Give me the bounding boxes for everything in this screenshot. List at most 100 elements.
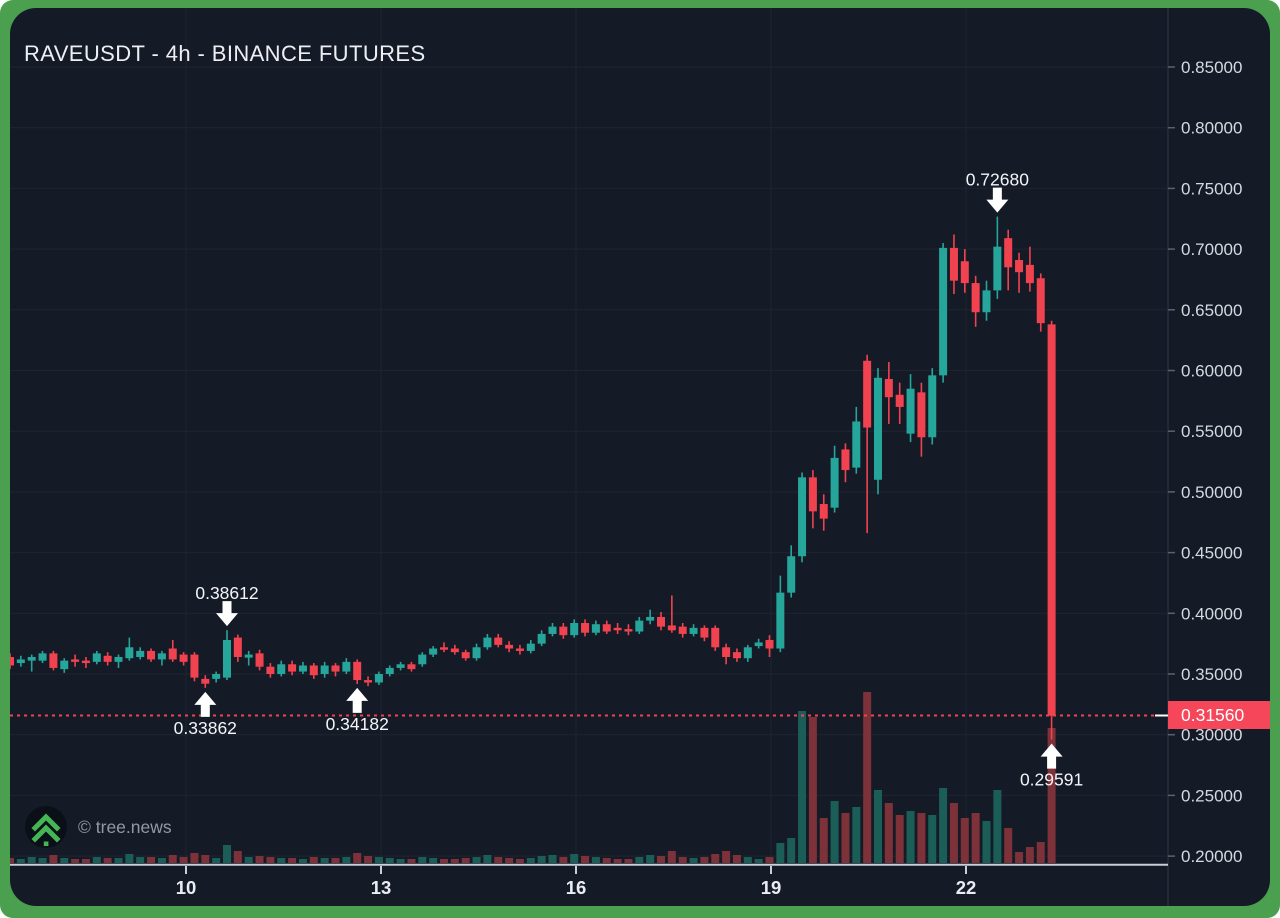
candle-body xyxy=(602,624,611,632)
volume-bar xyxy=(364,856,373,863)
volume-bar xyxy=(16,859,25,863)
volume-bar xyxy=(581,856,590,863)
volume-bar xyxy=(700,857,709,863)
time-tick-label: 22 xyxy=(956,877,977,898)
candle-body xyxy=(298,665,307,672)
volume-bar xyxy=(27,857,36,863)
last-price-value: 0.31560 xyxy=(1181,704,1245,725)
candle-body xyxy=(982,290,991,313)
candle-body xyxy=(418,654,427,665)
volume-bar xyxy=(852,807,861,863)
volume-bar xyxy=(440,859,448,863)
time-tick-label: 13 xyxy=(371,877,392,898)
candle-body xyxy=(863,360,872,428)
volume-bar xyxy=(808,717,817,863)
volume-bar xyxy=(418,857,427,863)
time-tick-label: 19 xyxy=(761,877,782,898)
candle-body xyxy=(407,664,416,670)
price-tick-label: 0.75000 xyxy=(1181,179,1242,198)
annotation-arrow-down-icon xyxy=(986,187,1009,213)
price-tick-label: 0.70000 xyxy=(1181,240,1242,259)
volume-bar xyxy=(1036,842,1045,863)
candle-body xyxy=(689,627,698,634)
candle-body xyxy=(635,620,644,632)
candle-body xyxy=(190,654,199,678)
volume-bar xyxy=(949,803,958,863)
candle-body xyxy=(841,449,850,471)
candle-body xyxy=(125,647,134,659)
price-tick-label: 0.65000 xyxy=(1181,301,1242,320)
volume-bar xyxy=(244,857,253,863)
volume-bar xyxy=(971,813,980,863)
price-tick-label: 0.35000 xyxy=(1181,665,1242,684)
candle-body xyxy=(505,644,514,649)
volume-bar xyxy=(570,854,579,863)
candlestick-chart[interactable]: 0.85000 0.80000 0.75000 0.70000 0.65000 0.600… xyxy=(10,8,1270,906)
candle-body xyxy=(114,657,123,662)
candle-body xyxy=(852,421,861,468)
candle-body xyxy=(38,653,47,661)
candle-body xyxy=(526,643,535,651)
volume-bar xyxy=(982,821,991,863)
chart-panel: 0.85000 0.80000 0.75000 0.70000 0.65000 0.600… xyxy=(10,8,1270,906)
candle-body xyxy=(331,665,340,672)
candle-body xyxy=(255,653,264,667)
volume-bar xyxy=(830,801,839,863)
candle-body xyxy=(884,378,893,398)
candle-body xyxy=(396,664,405,668)
volume-bar xyxy=(483,855,492,863)
candle-body xyxy=(168,648,177,660)
candle-body xyxy=(461,652,470,659)
candle-body xyxy=(450,648,459,653)
volume-bar xyxy=(157,858,166,863)
volume-bar xyxy=(711,854,720,863)
price-tick-label: 0.55000 xyxy=(1181,422,1242,441)
volume-bar xyxy=(10,858,14,863)
volume-bar xyxy=(461,858,470,863)
candle-body xyxy=(678,626,687,634)
candle-body xyxy=(103,655,112,662)
candle-body xyxy=(754,642,763,647)
candle-body xyxy=(494,637,503,645)
volume-bar xyxy=(515,859,524,863)
volume-bar xyxy=(396,859,405,863)
candle-body xyxy=(776,592,785,649)
volume-bar xyxy=(722,851,731,863)
candle-body xyxy=(342,661,351,672)
volume-bar xyxy=(353,853,362,863)
volume-bar xyxy=(613,859,622,863)
candle-body xyxy=(939,247,948,376)
candle-body xyxy=(49,653,58,668)
volume-bar xyxy=(114,858,123,863)
volume-bar xyxy=(624,859,633,863)
candle-body xyxy=(570,623,579,636)
candle-body xyxy=(429,648,438,655)
last-price-label: 0.31560 xyxy=(1168,701,1270,729)
volume-bar xyxy=(1047,728,1056,863)
volume-bar xyxy=(602,858,611,863)
volume-bar xyxy=(331,858,340,863)
candle-body xyxy=(732,652,741,659)
candle-body xyxy=(743,647,752,659)
time-tick-label: 16 xyxy=(566,877,587,898)
candle-body xyxy=(928,375,937,438)
candle-body xyxy=(353,661,362,681)
volume-bar xyxy=(494,857,503,863)
candle-body xyxy=(798,477,807,557)
volume-bar xyxy=(136,857,145,863)
volume-bar xyxy=(787,838,796,863)
price-axis[interactable]: 0.85000 0.80000 0.75000 0.70000 0.65000 0.600… xyxy=(1168,58,1242,866)
volume-bar xyxy=(450,859,459,863)
candle-body xyxy=(71,659,80,662)
candle-body xyxy=(591,624,600,633)
volume-bar xyxy=(939,788,948,863)
volume-bar xyxy=(884,803,893,863)
watermark: © tree.news xyxy=(25,806,172,848)
volume-bar xyxy=(233,851,242,863)
candle-body xyxy=(971,283,980,313)
candle-body xyxy=(787,556,796,593)
time-axis[interactable]: 10 13 16 19 22 xyxy=(176,866,977,898)
volume-bar xyxy=(917,813,926,863)
volume-bar xyxy=(1015,852,1024,863)
annotation-label: 0.29591 xyxy=(1020,770,1083,790)
